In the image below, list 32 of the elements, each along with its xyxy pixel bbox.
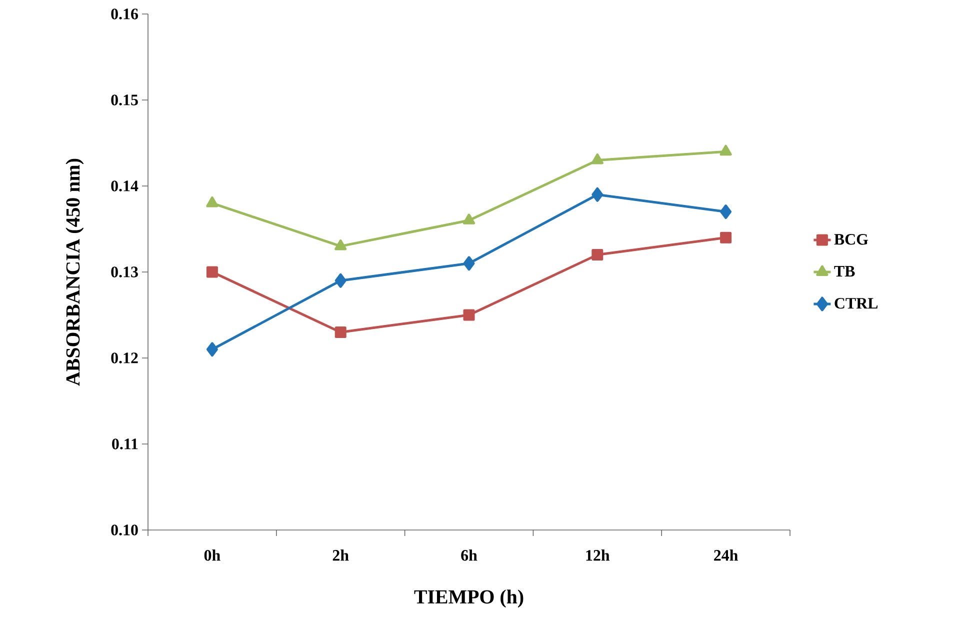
y-tick-label: 0.16 xyxy=(111,8,138,20)
point xyxy=(206,342,218,357)
point xyxy=(206,196,218,208)
point xyxy=(591,153,604,164)
x-tick-label: 2h xyxy=(332,550,349,561)
y-tick-label: 0.10 xyxy=(111,524,138,536)
y-axis-title: ABSORBANCIA (450 nm) xyxy=(66,158,84,386)
y-tick-label: 0.14 xyxy=(111,180,138,192)
x-tick-label: 24h xyxy=(714,550,738,561)
legend-label: BCG xyxy=(834,234,868,245)
y-tick-label: 0.15 xyxy=(111,94,138,106)
legend-label: CTRL xyxy=(834,298,878,309)
x-tick-label: 12h xyxy=(586,550,610,561)
point xyxy=(334,273,346,288)
point xyxy=(720,204,732,220)
point xyxy=(334,326,346,338)
y-tick-label: 0.13 xyxy=(111,266,138,278)
x-tick-label: 0h xyxy=(204,550,220,561)
legend-label: TB xyxy=(834,266,855,277)
point xyxy=(720,144,732,156)
point xyxy=(463,256,475,271)
point xyxy=(463,309,475,321)
point xyxy=(592,249,604,261)
x-tick-label: 6h xyxy=(461,550,478,561)
y-tick-label: 0.11 xyxy=(112,438,138,450)
y-tick-label: 0.12 xyxy=(111,352,138,364)
point xyxy=(462,214,476,224)
point xyxy=(592,187,604,202)
x-axis-title: TIEMPO (h) xyxy=(414,590,524,608)
point xyxy=(334,239,347,250)
point xyxy=(206,266,218,278)
point xyxy=(720,232,732,244)
